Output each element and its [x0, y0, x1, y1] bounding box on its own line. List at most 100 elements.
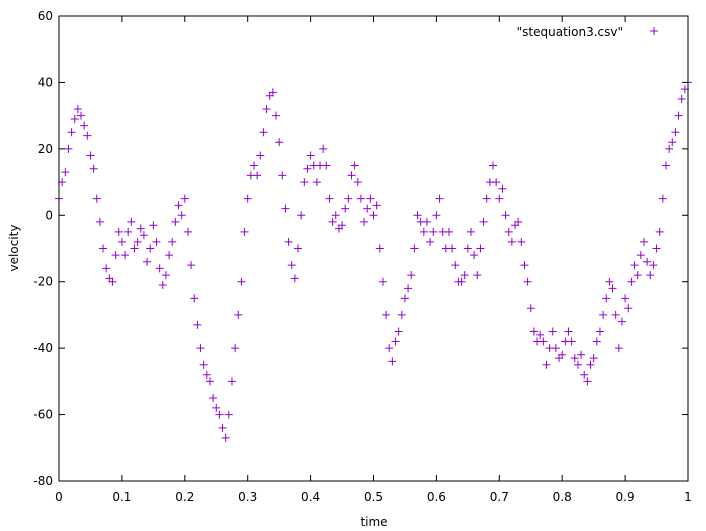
- data-point: [325, 194, 334, 203]
- data-point: [520, 261, 529, 270]
- data-point: [404, 284, 413, 293]
- data-point: [366, 194, 375, 203]
- data-point: [290, 274, 299, 283]
- data-point: [435, 194, 444, 203]
- data-point: [407, 271, 416, 280]
- data-point: [341, 204, 350, 213]
- data-point: [577, 350, 586, 359]
- data-point: [573, 360, 582, 369]
- data-point: [319, 144, 328, 153]
- data-point: [391, 337, 400, 346]
- data-point: [64, 144, 73, 153]
- data-point: [655, 227, 664, 236]
- data-point: [297, 211, 306, 220]
- data-point: [514, 217, 523, 226]
- data-point: [419, 227, 428, 236]
- data-point: [627, 277, 636, 286]
- data-point: [586, 360, 595, 369]
- data-point: [523, 277, 532, 286]
- data-point: [451, 261, 460, 270]
- data-point: [639, 237, 648, 246]
- data-point: [633, 271, 642, 280]
- data-point: [171, 217, 180, 226]
- data-point: [479, 217, 488, 226]
- data-point: [580, 370, 589, 379]
- data-point: [215, 410, 224, 419]
- data-point: [231, 344, 240, 353]
- data-point: [382, 310, 391, 319]
- x-axis-label: time: [360, 515, 387, 529]
- data-point: [432, 211, 441, 220]
- data-point: [457, 277, 466, 286]
- data-point: [375, 244, 384, 253]
- y-tick-labels: -80 -60 -40 -20 0 20 40 60: [33, 9, 53, 488]
- data-point: [356, 194, 365, 203]
- data-point: [158, 281, 167, 290]
- data-point: [599, 310, 608, 319]
- data-point: [272, 111, 281, 120]
- data-point: [385, 344, 394, 353]
- data-point: [470, 251, 479, 260]
- data-point: [347, 171, 356, 180]
- data-point: [410, 244, 419, 253]
- data-point: [202, 370, 211, 379]
- data-point: [643, 257, 652, 266]
- data-point: [504, 227, 513, 236]
- data-point: [526, 304, 535, 313]
- data-point: [328, 217, 337, 226]
- data-point: [614, 344, 623, 353]
- y-tick-label: 0: [45, 208, 53, 222]
- data-point: [624, 304, 633, 313]
- data-point: [564, 327, 573, 336]
- data-point: [353, 178, 362, 187]
- x-tick-label: 1: [684, 490, 692, 504]
- data-point: [243, 194, 252, 203]
- data-point: [482, 194, 491, 203]
- data-point: [589, 354, 598, 363]
- data-point: [240, 227, 249, 236]
- data-point: [649, 261, 658, 270]
- x-tick-label: 0.5: [364, 490, 383, 504]
- data-point: [570, 354, 579, 363]
- data-point: [507, 237, 516, 246]
- data-point: [529, 327, 538, 336]
- data-point: [344, 194, 353, 203]
- data-point: [652, 244, 661, 253]
- data-point: [592, 337, 601, 346]
- data-point: [102, 264, 111, 273]
- data-point: [498, 184, 507, 193]
- data-point: [92, 194, 101, 203]
- data-point: [152, 237, 161, 246]
- data-point: [89, 164, 98, 173]
- x-tick-label: 0.3: [238, 490, 257, 504]
- data-point: [111, 251, 120, 260]
- legend: "stequation3.csv": [517, 25, 658, 39]
- data-point: [139, 231, 148, 240]
- data-point: [67, 128, 76, 137]
- data-point: [489, 161, 498, 170]
- data-point: [275, 138, 284, 147]
- data-point: [542, 360, 551, 369]
- data-point: [121, 251, 130, 260]
- data-point: [80, 121, 89, 130]
- data-point: [237, 277, 246, 286]
- data-point: [114, 227, 123, 236]
- y-tick-label: -20: [33, 275, 53, 289]
- data-point: [99, 244, 108, 253]
- data-point: [155, 264, 164, 273]
- data-point: [583, 377, 592, 386]
- legend-marker-symbol: [650, 27, 658, 35]
- data-point: [161, 271, 170, 280]
- data-point: [281, 204, 290, 213]
- x-tick-label: 0.1: [112, 490, 131, 504]
- data-point: [536, 330, 545, 339]
- data-point: [177, 211, 186, 220]
- data-point: [95, 217, 104, 226]
- x-tick-label: 0.8: [553, 490, 572, 504]
- data-point: [397, 310, 406, 319]
- data-point: [602, 294, 611, 303]
- data-point: [117, 237, 126, 246]
- legend-entry-label: "stequation3.csv": [517, 25, 623, 39]
- data-point: [338, 221, 347, 230]
- data-point: [331, 211, 340, 220]
